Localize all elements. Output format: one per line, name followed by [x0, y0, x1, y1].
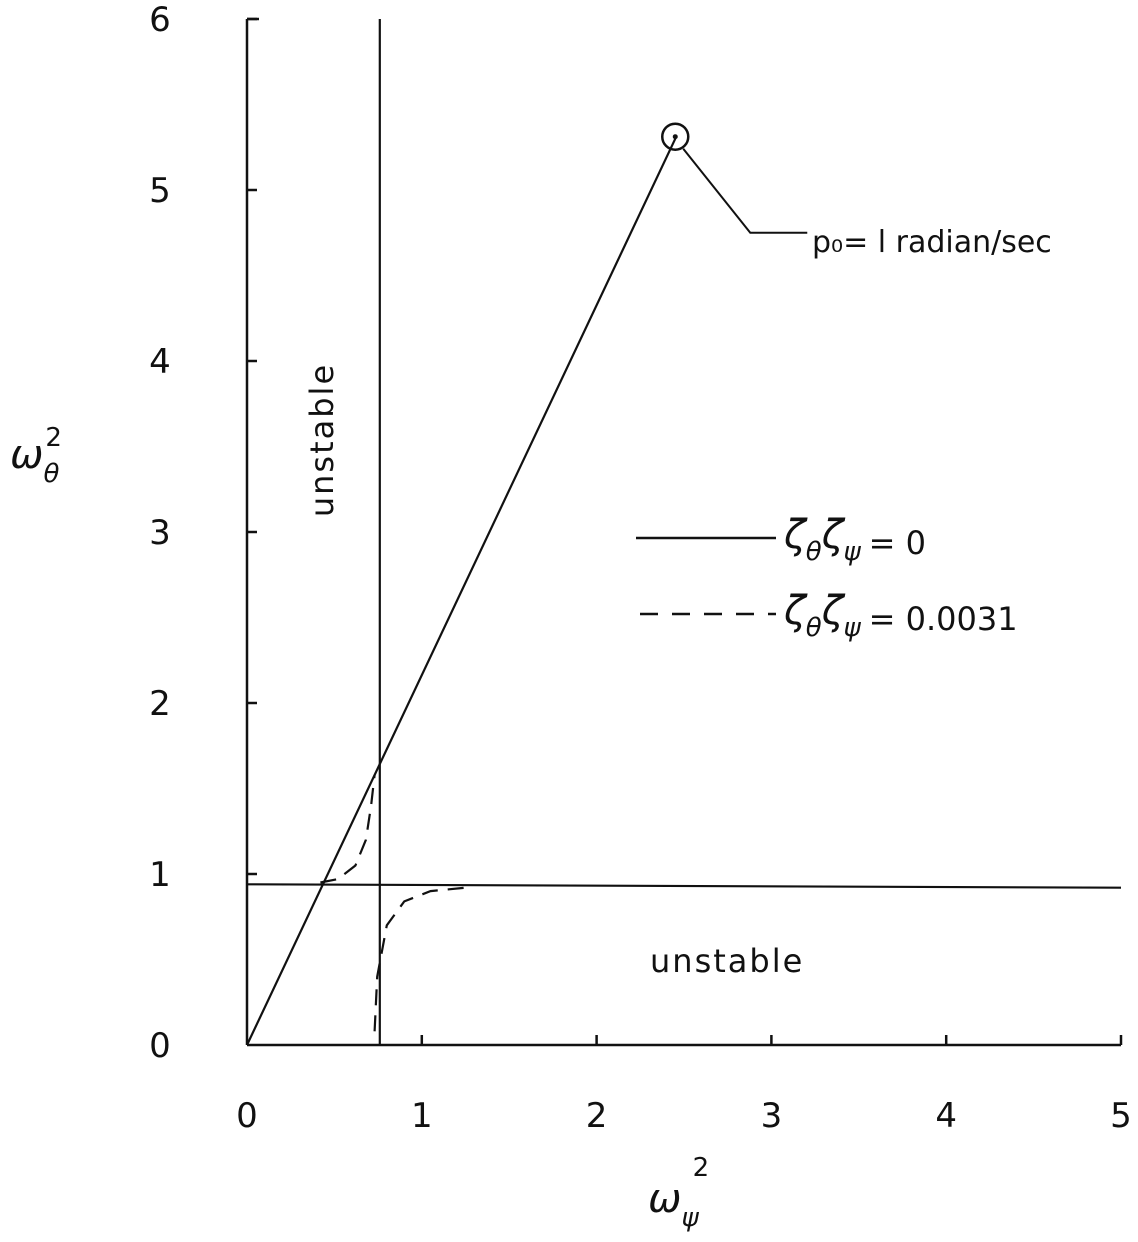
solid-boundary-line	[246, 138, 677, 1046]
series-layer	[246, 19, 1122, 1046]
x-tick-label: 2	[586, 1096, 608, 1136]
dashed-boundary-curve	[373, 886, 466, 1032]
dashed-boundary-curve	[320, 774, 376, 884]
marker-ring	[661, 122, 690, 151]
x-tick-label: 0	[236, 1096, 258, 1136]
y-tick-label: 1	[149, 855, 171, 895]
axis-ticks: 0 1 2 3 4 5 0 1 2 3 4 5 6	[149, 0, 1132, 1136]
x-tick-label: 5	[1110, 1096, 1132, 1136]
operating-point-marker	[661, 122, 690, 151]
y-axis-label: ωθ2	[10, 423, 62, 489]
legend-entry-dashed: ζθζψ = 0.0031	[783, 588, 1018, 643]
y-tick-label: 3	[149, 513, 171, 553]
y-tick-label: 4	[149, 342, 171, 382]
y-tick-label: 2	[149, 684, 171, 724]
solid-boundary-line	[246, 883, 1122, 889]
unstable-region-label-bottom: unstable	[650, 942, 804, 980]
x-tick-label: 4	[935, 1096, 957, 1136]
y-tick-label: 5	[149, 171, 171, 211]
x-tick-label: 1	[411, 1096, 433, 1136]
unstable-region-label-left: unstable	[303, 363, 341, 517]
annotation-leader-line	[682, 148, 808, 234]
y-tick-label: 0	[149, 1026, 171, 1066]
operating-point-label: p₀= l radian/sec	[812, 225, 1052, 260]
legend-entry-solid: ζθζψ = 0	[783, 512, 926, 567]
x-tick-label: 3	[761, 1096, 783, 1136]
legend: ζθζψ = 0 ζθζψ = 0.0031	[636, 512, 1018, 643]
x-axis-label: ωψ2	[648, 1153, 709, 1233]
y-tick-label: 6	[149, 0, 171, 40]
marker-dot	[672, 134, 678, 140]
